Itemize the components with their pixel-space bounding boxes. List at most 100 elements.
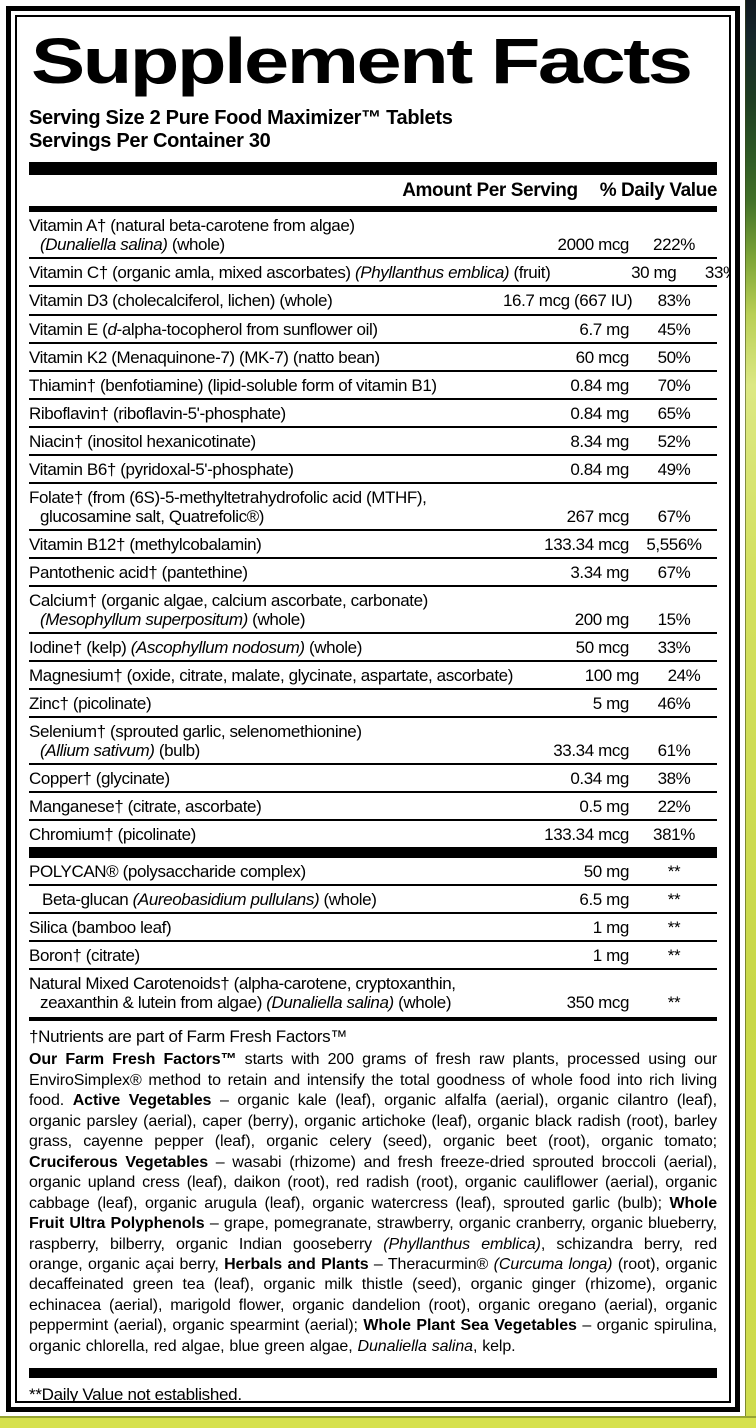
nutrient-name: Riboflavin† (riboflavin-5'-phosphate) (29, 403, 286, 423)
nutrient-row: Vitamin E (d-alpha-tocopherol from sunfl… (29, 313, 717, 342)
nutrient-name: Thiamin† (benfotiamine) (lipid-soluble f… (29, 375, 437, 395)
nutrient-row: Chromium† (picolinate) 133.34 mcg 381% (29, 819, 717, 847)
nutrient-name: Vitamin E (d-alpha-tocopherol from sunfl… (29, 319, 378, 339)
divider-bar-medium (29, 206, 717, 213)
background-photo-strip (745, 0, 756, 1428)
nutrient-amount: 8.34 mg (570, 431, 629, 451)
nutrient-daily-value: 222% (653, 235, 695, 255)
nutrient-daily-value: 15% (657, 609, 691, 629)
nutrient-amount: 50 mg (583, 862, 630, 882)
nutrient-name: Silica (bamboo leaf) (29, 918, 172, 938)
nutrient-amount: 2000 mcg (557, 235, 630, 255)
nutrient-daily-value: 22% (657, 797, 691, 817)
nutrient-name: Pantothenic acid† (pantethine) (29, 562, 248, 582)
nutrient-daily-value: 381% (653, 825, 695, 845)
servings-per-container: Servings Per Container 30 (29, 130, 271, 153)
nutrient-row: Iodine† (kelp) (Ascophyllum nodosum) (wh… (29, 631, 717, 660)
nutrient-row: Vitamin K2 (Menaquinone-7) (MK-7) (natto… (29, 341, 717, 370)
nutrient-row: Niacin† (inositol hexanicotinate) 8.34 mg… (29, 425, 717, 454)
nutrient-name: Vitamin B12† (methylcobalamin) (29, 534, 262, 554)
nutrient-row: Natural Mixed Carotenoids† (alpha-carote… (29, 968, 717, 1015)
nutrient-daily-value: ** (667, 890, 681, 910)
nutrient-amount: 6.7 mg (579, 319, 629, 339)
nutrient-amount: 133.34 mcg (544, 825, 629, 845)
divider-bar-section (29, 847, 717, 859)
nutrient-daily-value: 70% (657, 375, 691, 395)
nutrient-row: Copper† (glycinate) 0.34 mg 38% (29, 763, 717, 791)
background-bottom-strip (0, 1416, 756, 1428)
nutrient-row: Pantothenic acid† (pantethine) 3.34 mg 67% (29, 556, 717, 585)
nutrient-daily-value: 50% (657, 347, 691, 367)
nutrient-row: Vitamin B6† (pyridoxal-5'-phosphate) 0.84… (29, 453, 717, 482)
nutrient-daily-value: 5,556% (646, 534, 702, 554)
nutrient-row: Vitamin A† (natural beta-carotene from a… (29, 212, 717, 257)
nutrient-amount: 0.5 mg (579, 797, 629, 817)
divider-bar-thick (29, 162, 717, 176)
nutrient-name: Calcium† (organic algae, calcium ascorba… (29, 590, 428, 629)
nutrient-amount: 0.84 mg (570, 403, 629, 423)
nutrient-amount: 133.34 mcg (544, 534, 629, 554)
nutrient-name: Vitamin B6† (pyridoxal-5'-phosphate) (29, 459, 294, 479)
divider-bar-footnote (29, 1017, 717, 1022)
nutrient-amount: 33.34 mcg (553, 741, 629, 760)
nutrient-daily-value: 65% (657, 403, 691, 423)
nutrient-row: Folate† (from (6S)-5-methyltetrahydrofol… (29, 481, 717, 529)
nutrient-name: Vitamin K2 (Menaquinone-7) (MK-7) (natto… (29, 347, 380, 367)
daily-value-footnote: **Daily Value not established. (29, 1385, 242, 1403)
ingredients-paragraph: Our Farm Fresh Factors™ starts with 200 … (29, 1051, 717, 1355)
nutrient-amount: 3.34 mg (570, 562, 629, 582)
nutrient-amount: 0.84 mg (570, 375, 629, 395)
nutrient-amount: 5 mg (592, 693, 630, 713)
nutrient-amount: 0.84 mg (570, 459, 629, 479)
nutrient-amount: 267 mcg (566, 506, 630, 526)
nutrient-amount: 100 mg (584, 665, 640, 685)
nutrient-daily-value: ** (667, 993, 681, 1013)
nutrient-amount: 0.34 mg (570, 769, 629, 789)
nutrient-row: Zinc† (picolinate) 5 mg 46% (29, 687, 717, 716)
nutrient-row: Selenium† (sprouted garlic, selenomethio… (29, 715, 717, 763)
nutrient-row: Thiamin† (benfotiamine) (lipid-soluble f… (29, 369, 717, 398)
column-headers: Amount Per Serving % Daily Value (29, 175, 717, 206)
nutrient-name: Magnesium† (oxide, citrate, malate, glyc… (29, 665, 513, 685)
nutrient-row: Boron† (citrate) 1 mg ** (29, 940, 717, 968)
amount-per-serving-header: Amount Per Serving (402, 180, 578, 202)
nutrient-amount: 200 mg (574, 609, 630, 629)
nutrients-table: Vitamin A† (natural beta-carotene from a… (29, 212, 729, 1015)
nutrient-name: Folate† (from (6S)-5-methyltetrahydrofol… (29, 487, 427, 526)
dagger-footnote: †Nutrients are part of Farm Fresh Factor… (29, 1027, 348, 1047)
nutrient-amount: 60 mcg (575, 347, 630, 367)
nutrient-daily-value: 67% (657, 562, 691, 582)
nutrient-row: Riboflavin† (riboflavin-5'-phosphate) 0.8… (29, 397, 717, 426)
nutrient-daily-value: 38% (657, 769, 691, 789)
nutrient-name: Vitamin A† (natural beta-carotene from a… (29, 216, 355, 255)
nutrient-row: Manganese† (citrate, ascorbate) 0.5 mg 22% (29, 791, 717, 819)
nutrient-amount: 50 mcg (575, 637, 630, 657)
nutrient-name: Beta-glucan (Aureobasidium pullulans) (w… (42, 890, 377, 910)
nutrient-name: POLYCAN® (polysaccharide complex) (29, 862, 306, 882)
nutrient-amount: 350 mcg (566, 993, 630, 1013)
nutrient-amount: 30 mg (631, 263, 677, 283)
nutrient-amount: 16.7 mcg (667 IU) (503, 291, 633, 311)
nutrient-daily-value: 52% (657, 431, 691, 451)
nutrient-daily-value: 49% (657, 459, 691, 479)
nutrient-daily-value: ** (667, 862, 681, 882)
nutrient-name: Niacin† (inositol hexanicotinate) (29, 431, 256, 451)
nutrient-row: Magnesium† (oxide, citrate, malate, glyc… (29, 659, 717, 688)
nutrient-row: Vitamin D3 (cholecalciferol, lichen) (wh… (29, 285, 717, 313)
nutrient-name: Chromium† (picolinate) (29, 825, 196, 845)
nutrient-daily-value: 83% (657, 291, 691, 311)
nutrient-amount: 1 mg (592, 946, 630, 966)
nutrient-name: Iodine† (kelp) (Ascophyllum nodosum) (wh… (29, 637, 362, 657)
nutrient-row: Calcium† (organic algae, calcium ascorba… (29, 584, 717, 632)
nutrient-name: Manganese† (citrate, ascorbate) (29, 797, 262, 817)
nutrient-row: Vitamin C† (organic amla, mixed ascorbat… (29, 257, 729, 285)
nutrient-row: Beta-glucan (Aureobasidium pullulans) (w… (29, 884, 717, 912)
nutrient-daily-value: 61% (657, 741, 691, 760)
nutrient-daily-value: 46% (657, 693, 691, 713)
daily-value-header: % Daily Value (599, 180, 718, 202)
nutrient-row: POLYCAN® (polysaccharide complex) 50 mg ** (29, 858, 717, 884)
nutrient-daily-value: ** (667, 946, 681, 966)
nutrient-daily-value: ** (667, 918, 681, 938)
nutrient-daily-value: 45% (657, 319, 691, 339)
